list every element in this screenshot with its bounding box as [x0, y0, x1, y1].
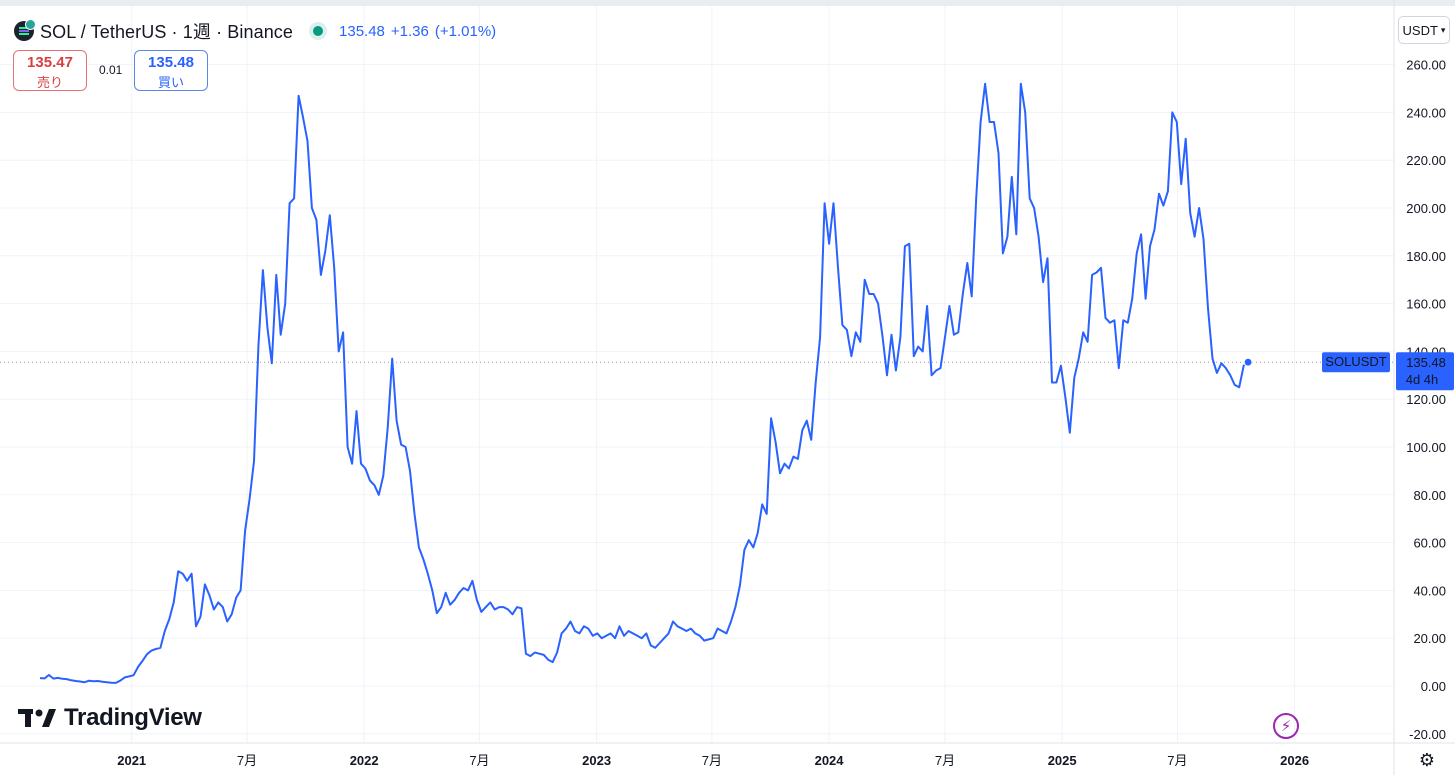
y-tick-label: 20.00 [1413, 631, 1446, 646]
price-series-line[interactable] [39, 82, 1249, 684]
x-tick-label: 2026 [1280, 753, 1309, 768]
y-tick-label: 80.00 [1413, 488, 1446, 503]
legend-change: +1.36 [390, 22, 429, 40]
gear-icon[interactable]: ⚙ [1418, 749, 1436, 770]
price-tag-value: 135.48 [1406, 355, 1446, 370]
chart-legend-header: SOL / TetherUS · 1週 · Binance 135.48 +1.… [14, 18, 496, 44]
market-status-icon[interactable] [313, 26, 324, 36]
symbol-tag-label: SOLUSDT [1325, 354, 1386, 369]
x-tick-label: 7月 [237, 753, 257, 768]
sell-label: 売り [36, 75, 63, 90]
sell-button[interactable]: 135.47 売り [13, 50, 87, 91]
buy-price: 135.48 [148, 54, 194, 71]
y-tick-label: 240.00 [1406, 105, 1446, 120]
x-tick-label: 2022 [350, 753, 379, 768]
symbol-title[interactable]: SOL / TetherUS · 1週 · Binance [40, 22, 294, 42]
chevron-down-icon: ▾ [1440, 24, 1446, 35]
currency-select[interactable]: USDT ▾ [1398, 16, 1450, 44]
tradingview-logo-text: TradingView [64, 704, 202, 731]
x-tick-label: 7月 [702, 753, 722, 768]
top-toolbar-edge [0, 0, 1455, 6]
x-tick-label: 2021 [117, 753, 146, 768]
y-tick-label: -20.00 [1409, 727, 1446, 742]
y-tick-label: 260.00 [1406, 58, 1446, 73]
legend-last-price: 135.48 [339, 22, 385, 40]
last-price-marker [1243, 357, 1253, 367]
bar-countdown: 4d 4h [1406, 372, 1439, 387]
y-tick-label: 200.00 [1406, 201, 1446, 216]
x-tick-label: 2023 [582, 753, 611, 768]
sell-price: 135.47 [27, 54, 73, 71]
y-tick-label: 180.00 [1406, 249, 1446, 264]
x-tick-label: 7月 [469, 753, 489, 768]
solana-logo-icon [14, 19, 36, 41]
x-tick-label: 2024 [815, 753, 845, 768]
y-tick-label: 40.00 [1413, 583, 1446, 598]
y-tick-label: 160.00 [1406, 297, 1446, 312]
time-axis[interactable]: 2021 7月 2022 7月 2023 7月 2024 7月 2025 7月 2026 [117, 753, 1309, 768]
price-tag-bg [1396, 352, 1454, 391]
symbol-tag-bg [1322, 352, 1390, 373]
buy-button[interactable]: 135.48 買い [134, 50, 208, 91]
tradingview-logo[interactable]: TradingView [18, 704, 202, 732]
y-tick-label: 120.00 [1406, 392, 1446, 407]
buy-label: 買い [157, 75, 184, 90]
x-tick-label: 2025 [1048, 753, 1077, 768]
currency-label: USDT [1402, 22, 1438, 38]
chart-grid [0, 6, 1394, 743]
spread-value: 0.01 [99, 63, 123, 77]
y-tick-label: 100.00 [1406, 440, 1446, 455]
x-tick-label: 7月 [935, 753, 955, 768]
price-axis[interactable]: -20.00 0.00 20.00 40.00 60.00 80.00 100.00 120.… [1406, 58, 1446, 742]
y-tick-label: 220.00 [1406, 153, 1446, 168]
lightning-icon[interactable]: ⚡ [1273, 713, 1299, 739]
x-tick-label: 7月 [1167, 753, 1187, 768]
tradingview-mark-icon [18, 709, 56, 727]
y-tick-label: 60.00 [1413, 536, 1446, 551]
y-tick-label: 0.00 [1421, 679, 1446, 694]
last-price-tag: SOLUSDT 135.48 4d 4h [1322, 352, 1454, 391]
legend-change-pct: (+1.01%) [434, 22, 497, 40]
